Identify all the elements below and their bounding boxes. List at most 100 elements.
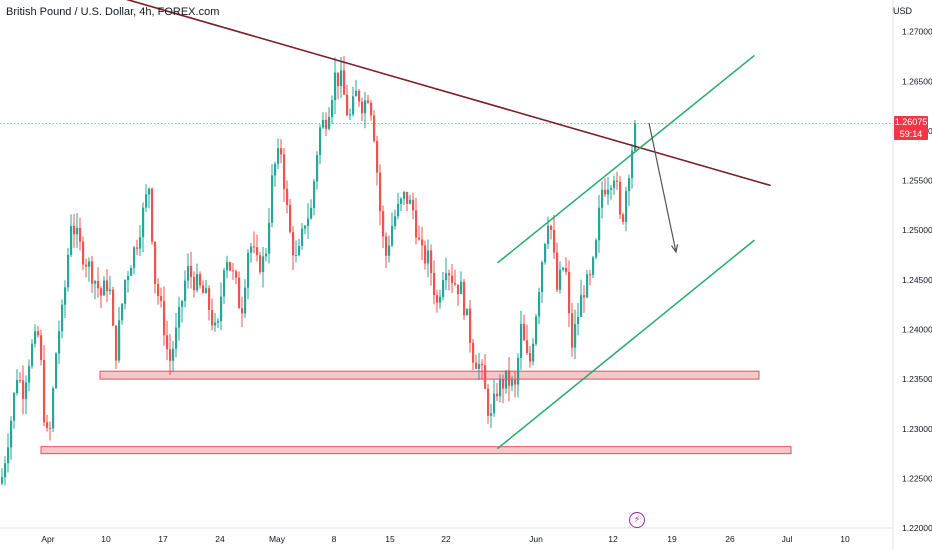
candle-body [619, 181, 622, 215]
candle-body [289, 205, 292, 233]
candle-body [400, 198, 403, 204]
candle-body [157, 284, 160, 297]
candle-body [394, 216, 397, 227]
candle-body [106, 280, 109, 292]
candle-body [214, 322, 217, 326]
candle-body [22, 380, 25, 399]
candle-body [628, 178, 631, 192]
candle-body [88, 261, 91, 267]
candle-body [292, 232, 295, 256]
x-tick-label: 15 [385, 534, 395, 544]
candle-body [325, 119, 328, 129]
candle-body [571, 313, 574, 348]
candle-body [37, 331, 40, 336]
channel-lower-line [496, 239, 755, 450]
candle-body [586, 274, 589, 298]
candle-body [82, 241, 85, 265]
candle-body [16, 379, 19, 394]
candle-body [307, 218, 310, 226]
candle-body [166, 335, 169, 350]
candle-body [229, 262, 232, 271]
candle-body [544, 243, 547, 263]
candle-body [454, 283, 457, 285]
x-tick-label: Jul [782, 534, 793, 544]
candle-body [286, 188, 289, 206]
chart-title: British Pound / U.S. Dollar, 4h, FOREX.c… [6, 6, 220, 18]
y-tick-label: 1.26500 [902, 76, 932, 86]
candle-body [517, 357, 520, 385]
candle-body [136, 247, 139, 249]
x-tick-label: Jun [529, 534, 543, 544]
candle-body [523, 324, 526, 341]
candle-body [238, 277, 241, 309]
candle-body [217, 321, 220, 323]
candle-body [496, 393, 499, 397]
candle-body [532, 343, 535, 362]
candle-body [223, 270, 226, 297]
candle-body [487, 388, 490, 416]
candle-body [556, 252, 559, 290]
candle-body [478, 364, 481, 369]
candle-body [250, 246, 253, 253]
channel-upper-line [496, 54, 755, 264]
candle-body [334, 72, 337, 101]
candle-body [499, 379, 502, 397]
candle-body [133, 247, 136, 268]
candle-body [424, 245, 427, 264]
candle-body [58, 331, 61, 354]
candle-body [178, 306, 181, 328]
candle-body [601, 189, 604, 208]
candle-body [403, 191, 406, 199]
candle-body [625, 191, 628, 222]
x-tick-label: 12 [608, 534, 618, 544]
candle-body [604, 189, 607, 195]
candle-body [616, 180, 619, 182]
candle-body [610, 188, 613, 190]
candle-body [259, 255, 262, 273]
candle-body [181, 301, 184, 307]
candle-body [406, 191, 409, 204]
candle-body [595, 240, 598, 258]
candle-body [4, 463, 7, 478]
candle-body [268, 222, 271, 254]
candle-body [622, 214, 625, 222]
candle-body [529, 353, 532, 362]
candle-body [319, 127, 322, 155]
candle-body [142, 207, 145, 238]
x-tick-label: May [269, 534, 286, 544]
candle-body [211, 310, 214, 326]
candle-body [274, 163, 277, 176]
candle-body [67, 254, 70, 288]
candle-body [100, 288, 103, 296]
x-tick-label: 17 [158, 534, 168, 544]
support-zone [99, 370, 760, 380]
candle-body [244, 287, 247, 314]
candle-body [199, 274, 202, 286]
x-tick-label: 24 [215, 534, 225, 544]
candle-body [208, 288, 211, 311]
candle-body [580, 295, 583, 317]
candle-body [64, 287, 67, 305]
candle-body [418, 237, 421, 240]
candle-body [154, 241, 157, 285]
candle-body [466, 308, 469, 316]
candle-body [94, 281, 97, 284]
lightning-bolt-icon[interactable]: ⚡ [629, 512, 645, 528]
projection-arrow [648, 122, 677, 253]
candle-body [34, 331, 37, 344]
current-price-value: 1.26075 [894, 117, 928, 127]
x-tick-label: 8 [332, 534, 337, 544]
candle-body [79, 227, 82, 242]
y-tick-label: 1.23500 [902, 374, 932, 384]
candle-body [295, 255, 298, 257]
candle-body [61, 304, 64, 332]
candle-body [163, 300, 166, 336]
candle-body [331, 100, 334, 117]
y-tick-label: 1.25500 [902, 176, 932, 186]
candle-body [265, 253, 268, 257]
candle-body [412, 199, 415, 211]
candle-body [376, 141, 379, 173]
candle-body [511, 379, 514, 386]
